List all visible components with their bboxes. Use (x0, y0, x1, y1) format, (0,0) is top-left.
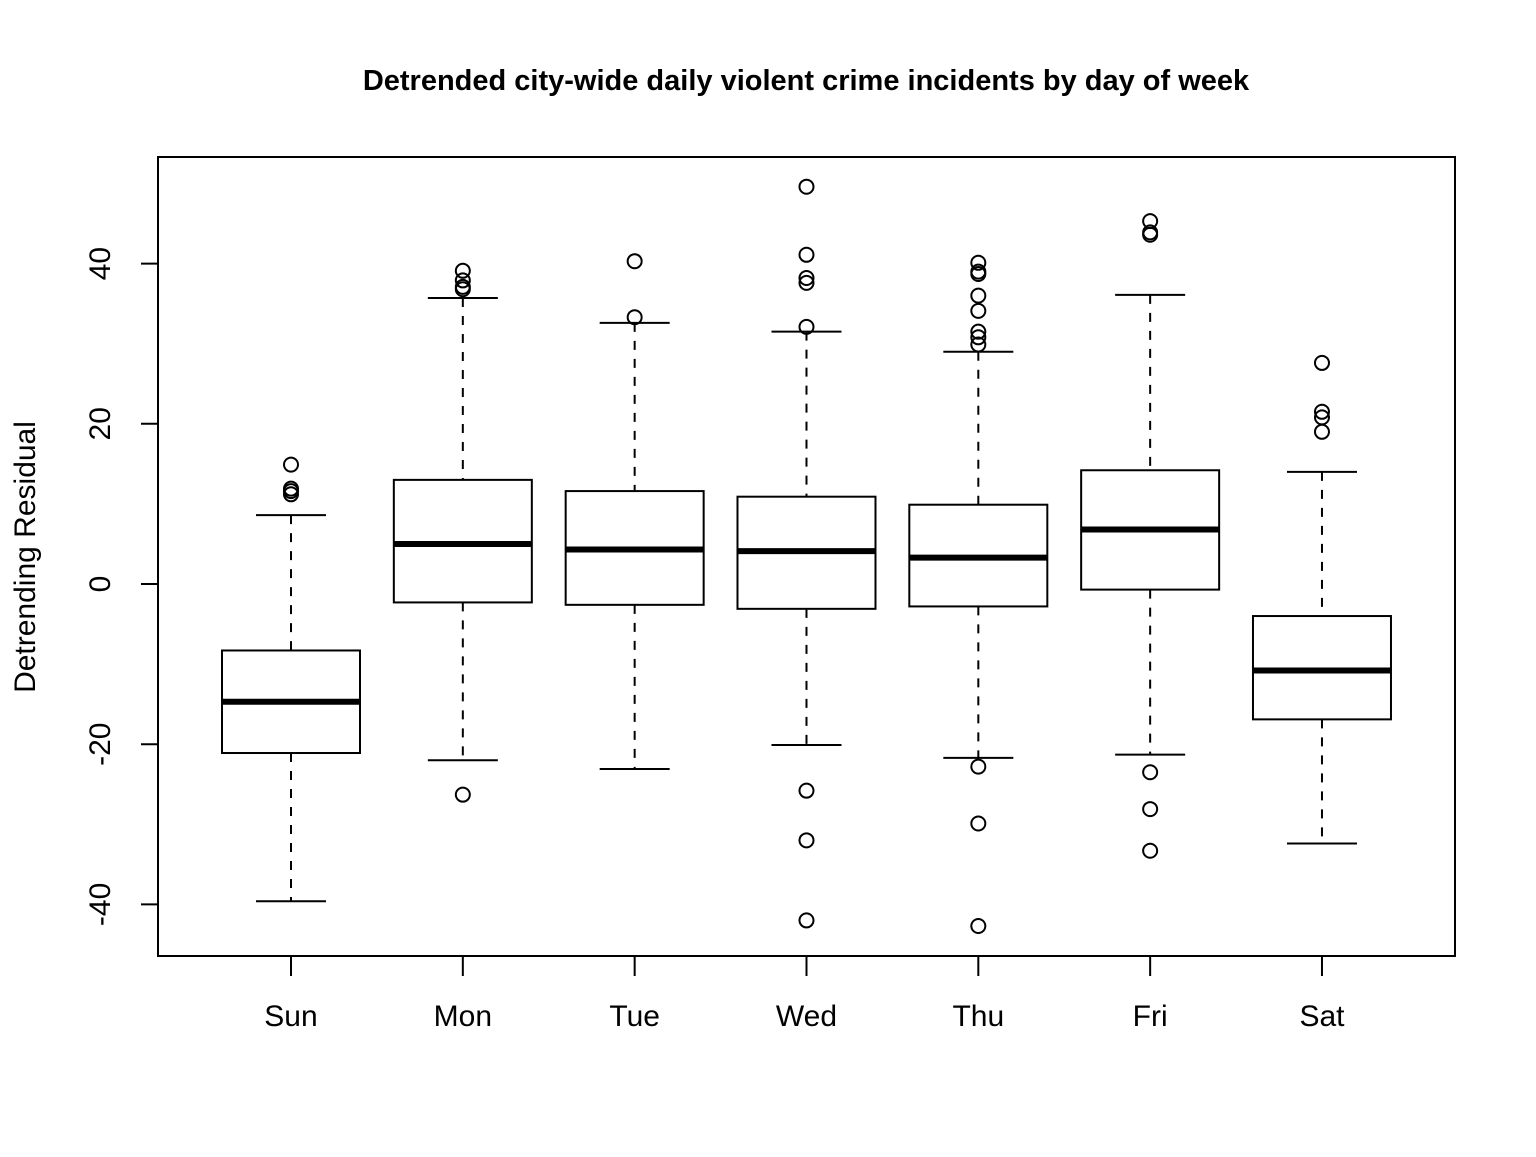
outlier-point (283, 456, 299, 473)
outlier-point (798, 782, 815, 799)
y-axis: -40 -20 0 20 40 (84, 247, 159, 926)
outlier-point (626, 309, 643, 326)
x-tick-label: Thu (952, 1000, 1004, 1033)
x-tick-label: Fri (1133, 1000, 1168, 1033)
box-wed (736, 178, 877, 929)
y-axis-title: Detrending Residual (9, 421, 42, 693)
outlier-point (1313, 403, 1330, 420)
box-sun (221, 456, 361, 903)
outlier-point (970, 287, 987, 304)
outlier-point (970, 302, 987, 319)
x-tick-label: Mon (434, 1000, 492, 1033)
outlier-point (970, 918, 987, 935)
y-tick-label: 20 (84, 407, 117, 440)
box-series (221, 178, 1392, 935)
outlier-point (1313, 354, 1330, 371)
x-tick-label: Tue (609, 1000, 660, 1033)
outlier-point (283, 480, 299, 497)
outlier-point (798, 270, 815, 287)
outlier-point (798, 832, 815, 849)
outlier-point (1142, 224, 1159, 241)
y-tick-label: 0 (84, 576, 117, 593)
y-tick-label: 40 (84, 247, 117, 280)
outlier-point (1142, 801, 1159, 818)
outlier-point (798, 912, 815, 929)
outlier-point (970, 758, 987, 775)
outlier-point (626, 253, 643, 270)
outlier-point (970, 254, 987, 271)
x-tick-label: Sat (1299, 1000, 1345, 1033)
outlier-point (970, 329, 987, 346)
outlier-point (1313, 409, 1330, 426)
y-tick-label: -20 (84, 723, 117, 766)
outlier-point (1142, 764, 1159, 781)
outlier-point (970, 323, 987, 340)
x-tick-label: Sun (264, 1000, 317, 1033)
outlier-point (798, 178, 815, 195)
box-thu (908, 254, 1049, 935)
outlier-point (798, 246, 815, 263)
outlier-point (970, 263, 987, 280)
outlier-point (454, 272, 471, 289)
outlier-point (454, 278, 471, 295)
outlier-point (1313, 423, 1330, 440)
box-sat (1251, 354, 1392, 845)
outlier-point (1142, 842, 1159, 859)
outlier-point (1142, 213, 1159, 230)
outlier-point (454, 262, 471, 279)
outlier-point (970, 815, 987, 832)
outlier-point (798, 318, 815, 335)
box-tue (564, 253, 705, 771)
x-tick-label: Wed (776, 1000, 837, 1033)
outlier-point (454, 786, 471, 803)
outlier-point (970, 336, 987, 353)
chart-title: Detrended city-wide daily violent crime … (363, 65, 1250, 97)
x-axis: Sun Mon Tue Wed Thu Fri Sat (264, 956, 1345, 1033)
y-tick-label: -40 (84, 883, 117, 926)
box-mon (392, 262, 533, 803)
box-fri (1080, 213, 1221, 859)
outlier-point (798, 274, 815, 291)
